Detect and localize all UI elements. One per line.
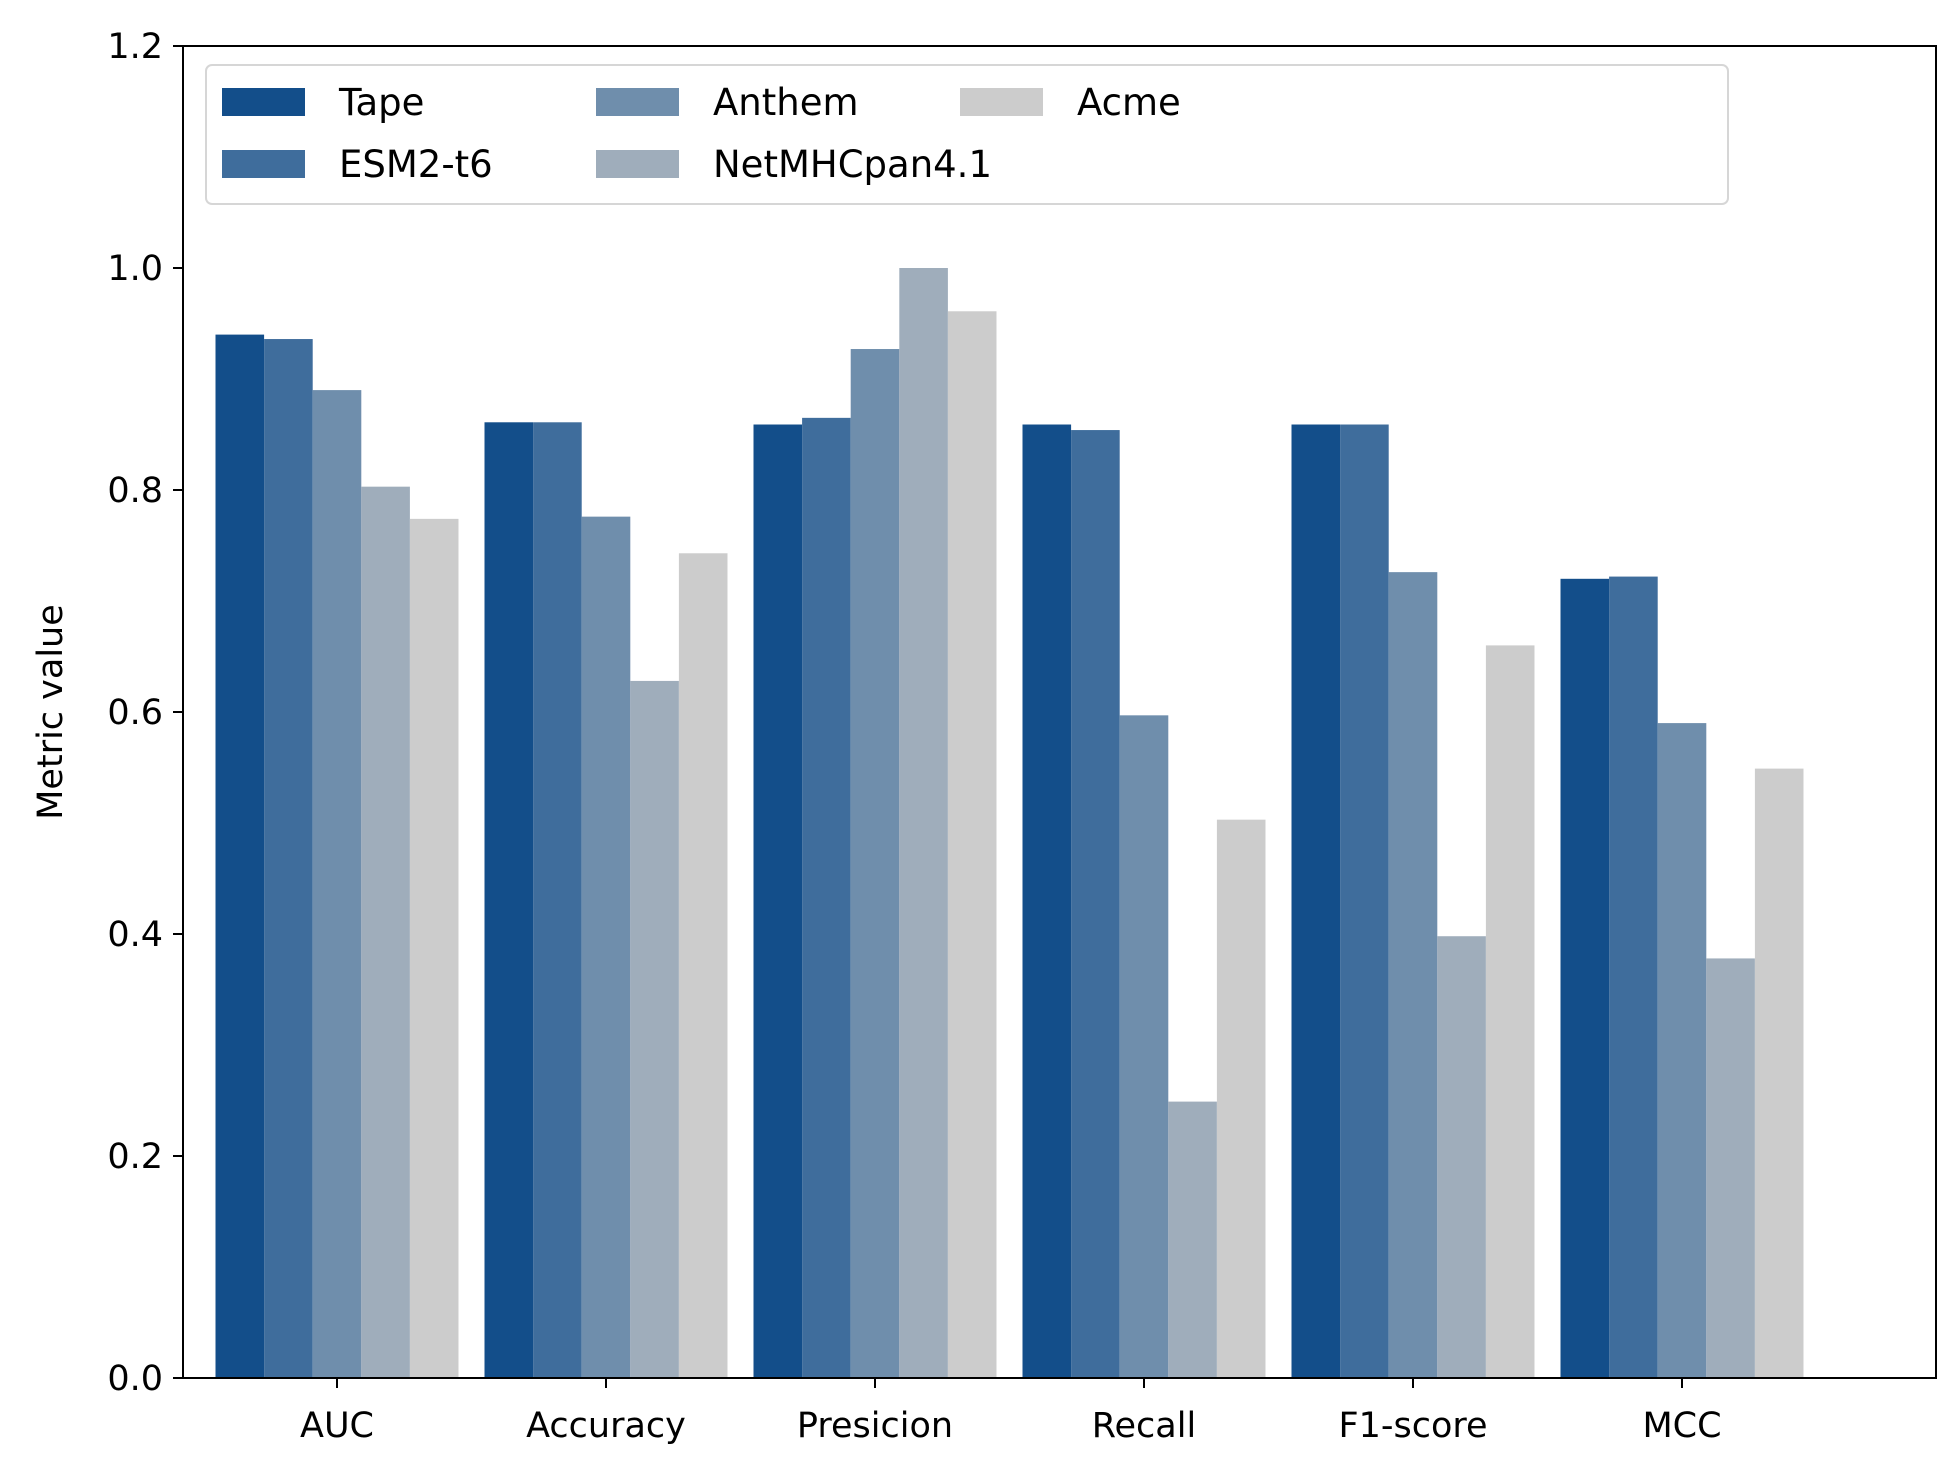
y-tick-label: 0.0: [107, 1359, 163, 1399]
bar-anthem-f1-score: [1388, 572, 1438, 1378]
y-tick-label: 0.4: [107, 915, 163, 955]
bar-netmhcpan4-1-mcc: [1706, 958, 1755, 1378]
legend: Tape ESM2-t6 Anthem NetMHCpan4.1 Acme: [205, 64, 1729, 205]
legend-box: [205, 64, 1729, 205]
bar-tape-recall: [1022, 424, 1072, 1378]
y-tick-label: 1.2: [107, 27, 163, 67]
bar-netmhcpan4-1-f1-score: [1437, 936, 1486, 1378]
bar-esm2-t6-recall: [1071, 430, 1120, 1378]
y-tick-label: 0.6: [107, 693, 163, 733]
bar-acme-f1-score: [1485, 645, 1535, 1378]
bar-netmhcpan4-1-accuracy: [630, 680, 679, 1378]
bar-tape-presicion: [753, 424, 803, 1378]
legend-label-tape: Tape: [338, 81, 424, 124]
bar-acme-mcc: [1754, 768, 1804, 1378]
bar-netmhcpan4-1-presicion: [899, 268, 948, 1378]
legend-swatch-tape: [222, 88, 305, 116]
legend-swatch-anthem: [596, 88, 679, 116]
bar-esm2-t6-mcc: [1609, 576, 1658, 1378]
bar-anthem-accuracy: [581, 516, 631, 1378]
y-tick-label: 1.0: [107, 249, 163, 289]
axes-layer: 0.0 0.2 0.4 0.6 0.8 1.0 1.2 AUC Accuracy Presicio…: [31, 27, 1937, 1446]
x-tick-label-accuracy: Accuracy: [526, 1406, 686, 1446]
bar-esm2-t6-f1-score: [1340, 424, 1389, 1378]
bar-anthem-recall: [1119, 715, 1169, 1378]
bars-layer: [215, 268, 1804, 1379]
y-tick-label: 0.2: [107, 1137, 163, 1177]
bar-anthem-presicion: [850, 349, 900, 1378]
bar-netmhcpan4-1-auc: [361, 486, 410, 1378]
y-axis-label: Metric value: [31, 604, 71, 820]
bar-tape-auc: [215, 334, 265, 1379]
legend-label-netmhcpan4-1: NetMHCpan4.1: [713, 143, 992, 186]
bar-acme-recall: [1216, 819, 1266, 1378]
bar-anthem-mcc: [1657, 723, 1707, 1378]
bar-acme-presicion: [947, 311, 997, 1378]
bar-acme-accuracy: [678, 553, 728, 1378]
bar-tape-accuracy: [484, 422, 534, 1378]
x-tick-label-mcc: MCC: [1642, 1406, 1721, 1446]
legend-swatch-netmhcpan4-1: [596, 150, 679, 178]
bar-tape-mcc: [1560, 578, 1610, 1378]
bar-esm2-t6-auc: [264, 339, 313, 1378]
bar-acme-auc: [409, 518, 459, 1378]
bar-esm2-t6-presicion: [802, 417, 851, 1379]
bar-netmhcpan4-1-recall: [1168, 1101, 1217, 1378]
bar-anthem-auc: [312, 390, 362, 1379]
y-tick-label: 0.8: [107, 471, 163, 511]
legend-swatch-esm2-t6: [222, 150, 305, 178]
x-tick-label-presicion: Presicion: [797, 1406, 953, 1446]
x-tick-label-f1-score: F1-score: [1338, 1406, 1487, 1446]
bar-esm2-t6-accuracy: [533, 422, 582, 1378]
legend-label-anthem: Anthem: [713, 81, 859, 124]
bar-tape-f1-score: [1291, 424, 1341, 1378]
x-tick-label-auc: AUC: [300, 1406, 374, 1446]
legend-label-acme: Acme: [1077, 81, 1181, 124]
x-tick-label-recall: Recall: [1092, 1406, 1196, 1446]
legend-swatch-acme: [960, 88, 1043, 116]
legend-label-esm2-t6: ESM2-t6: [339, 143, 493, 186]
